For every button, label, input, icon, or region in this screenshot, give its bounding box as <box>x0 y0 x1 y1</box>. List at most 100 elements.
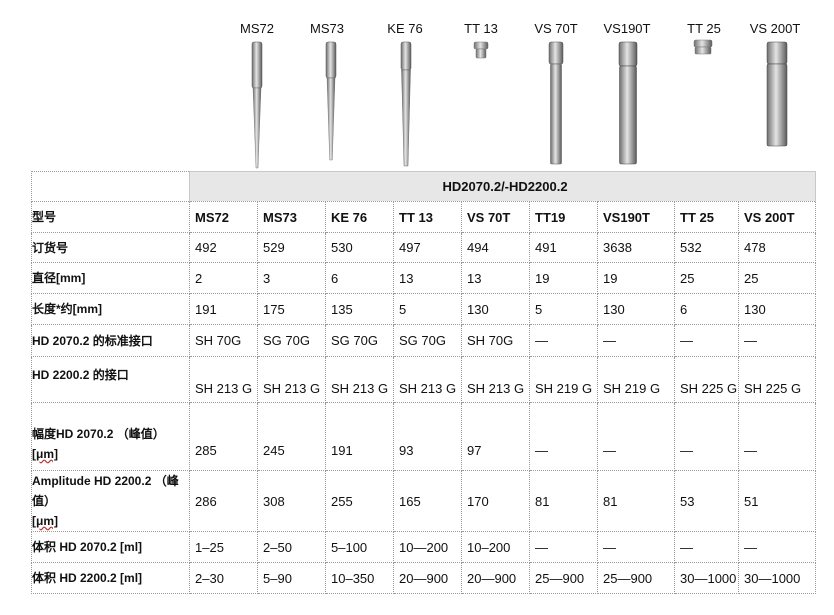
table-cell: 2–50 <box>257 531 326 563</box>
ke76-probe-image <box>400 41 412 167</box>
table-cell: 81 <box>529 470 598 532</box>
table-cell: — <box>737 324 817 357</box>
row-header-label: 幅度HD 2070.2 （峰值） <box>32 427 165 441</box>
product-label-vs70t: VS 70T <box>534 21 578 36</box>
table-title-row: HD2070.2/-HD2200.2 <box>31 171 817 202</box>
table-cell: 135 <box>325 293 394 325</box>
table-cell: SH 213 G <box>393 356 462 403</box>
spec-table: HD2070.2/-HD2200.2 型号 MS72 MS73 KE 76 TT… <box>31 171 817 594</box>
table-cell: 25—900 <box>597 562 675 594</box>
table-cell: 30—1000 <box>737 562 817 594</box>
table-cell: VS 200T <box>737 201 817 233</box>
table-cell: 20—900 <box>461 562 530 594</box>
table-row: 长度*约[mm] 191 175 135 5 130 5 130 6 130 <box>31 293 817 325</box>
table-cell: 30—1000 <box>674 562 739 594</box>
table-cell: 308 <box>257 470 326 532</box>
ms72-probe-image <box>251 41 263 169</box>
row-header: 体积 HD 2200.2 [ml] <box>31 562 190 594</box>
table-cell: 478 <box>737 232 817 263</box>
table-cell: 245 <box>257 402 326 471</box>
table-cell: SH 225 G <box>737 356 817 403</box>
table-cell: 255 <box>325 470 394 532</box>
table-cell: 5 <box>529 293 598 325</box>
row-header-unit: [μm] <box>32 447 59 461</box>
table-cell: — <box>529 531 598 563</box>
table-cell: — <box>737 531 817 563</box>
table-cell: — <box>737 402 817 471</box>
row-header-unit: [μm] <box>32 514 59 528</box>
table-cell: SH 213 G <box>461 356 530 403</box>
table-cell: SH 219 G <box>529 356 598 403</box>
table-cell: 491 <box>529 232 598 263</box>
table-cell: 2–30 <box>189 562 258 594</box>
tt13-probe-image <box>473 41 489 59</box>
table-cell: 5 <box>393 293 462 325</box>
table-cell: 492 <box>189 232 258 263</box>
table-cell: 497 <box>393 232 462 263</box>
table-cell: — <box>597 531 675 563</box>
row-header: 直径[mm] <box>31 262 190 294</box>
table-cell: 130 <box>737 293 817 325</box>
table-cell: 10–350 <box>325 562 394 594</box>
row-header: Amplitude HD 2200.2 （峰值） [μm] <box>31 470 190 532</box>
blank-corner-cell <box>31 171 190 202</box>
tt25-probe-image <box>693 39 713 55</box>
table-row: 体积 HD 2200.2 [ml] 2–30 5–90 10–350 20—90… <box>31 562 817 594</box>
table-cell: 530 <box>325 232 394 263</box>
vs200t-probe-image <box>766 41 788 147</box>
row-header: HD 2200.2 的接口 <box>31 356 190 403</box>
table-cell: 191 <box>189 293 258 325</box>
product-label-ms72: MS72 <box>240 21 274 36</box>
table-cell: — <box>597 402 675 471</box>
table-cell: 6 <box>674 293 739 325</box>
table-cell: — <box>674 531 739 563</box>
table-cell: 130 <box>461 293 530 325</box>
table-cell: 286 <box>189 470 258 532</box>
table-cell: MS73 <box>257 201 326 233</box>
table-cell: 5–90 <box>257 562 326 594</box>
table-cell: 494 <box>461 232 530 263</box>
table-cell: 25—900 <box>529 562 598 594</box>
product-label-tt25: TT 25 <box>687 21 721 36</box>
table-cell: — <box>529 402 598 471</box>
table-cell: SH 219 G <box>597 356 675 403</box>
table-cell: SH 225 G <box>674 356 739 403</box>
table-cell: SH 70G <box>189 324 258 357</box>
vs190t-probe-image <box>618 41 638 165</box>
table-cell: — <box>674 402 739 471</box>
table-cell: 13 <box>393 262 462 294</box>
table-cell: 5–100 <box>325 531 394 563</box>
row-header-label: Amplitude HD 2200.2 （峰值） <box>32 474 179 508</box>
table-cell: 10—200 <box>393 531 462 563</box>
table-cell: 285 <box>189 402 258 471</box>
table-cell: 25 <box>674 262 739 294</box>
table-cell: VS190T <box>597 201 675 233</box>
table-cell: 53 <box>674 470 739 532</box>
row-header: 型号 <box>31 201 190 233</box>
table-cell: SG 70G <box>257 324 326 357</box>
table-row: HD 2070.2 的标准接口 SH 70G SG 70G SG 70G SG … <box>31 324 817 357</box>
table-row: 型号 MS72 MS73 KE 76 TT 13 VS 70T TT19 VS1… <box>31 201 817 233</box>
vs70t-probe-image <box>548 41 564 165</box>
table-cell: 130 <box>597 293 675 325</box>
table-cell: KE 76 <box>325 201 394 233</box>
row-header: 长度*约[mm] <box>31 293 190 325</box>
row-header: HD 2070.2 的标准接口 <box>31 324 190 357</box>
table-cell: 51 <box>737 470 817 532</box>
table-cell: TT19 <box>529 201 598 233</box>
table-cell: 93 <box>393 402 462 471</box>
table-cell: — <box>529 324 598 357</box>
table-cell: — <box>597 324 675 357</box>
table-cell: SG 70G <box>393 324 462 357</box>
table-cell: — <box>674 324 739 357</box>
table-cell: 165 <box>393 470 462 532</box>
table-row: HD 2200.2 的接口 SH 213 G SH 213 G SH 213 G… <box>31 356 817 403</box>
table-cell: SG 70G <box>325 324 394 357</box>
product-label-tt13: TT 13 <box>464 21 498 36</box>
table-cell: 2 <box>189 262 258 294</box>
table-cell: 175 <box>257 293 326 325</box>
table-cell: 19 <box>529 262 598 294</box>
table-cell: MS72 <box>189 201 258 233</box>
table-cell: 170 <box>461 470 530 532</box>
table-cell: VS 70T <box>461 201 530 233</box>
